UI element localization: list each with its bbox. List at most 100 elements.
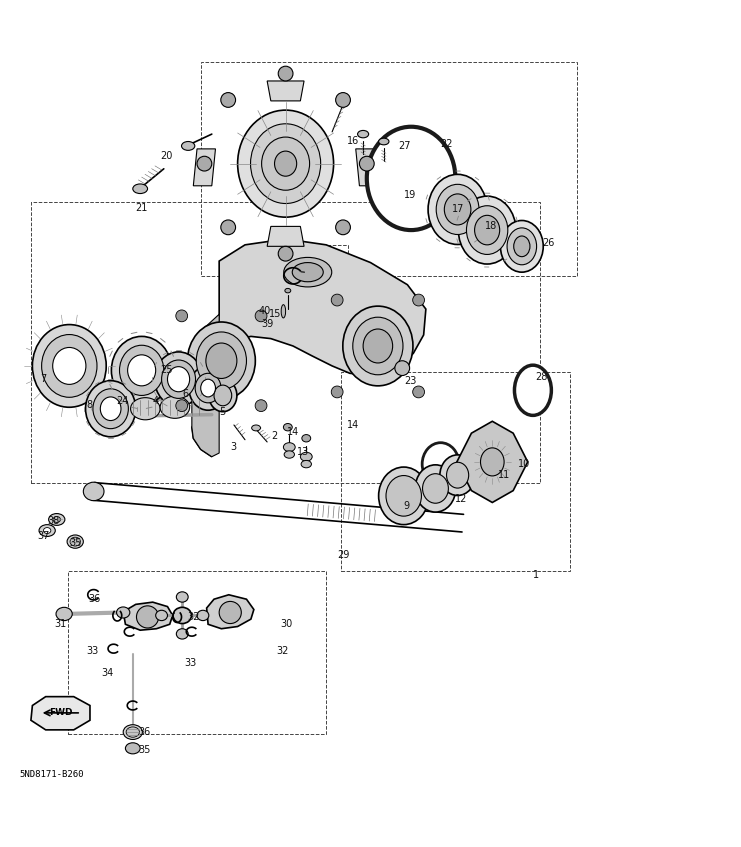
Ellipse shape bbox=[447, 462, 469, 488]
Ellipse shape bbox=[284, 451, 294, 458]
Text: 5: 5 bbox=[219, 407, 225, 417]
Text: 2: 2 bbox=[271, 431, 277, 441]
Circle shape bbox=[255, 400, 267, 412]
Text: 35: 35 bbox=[138, 745, 150, 755]
Bar bbox=[245, 245, 348, 336]
Circle shape bbox=[136, 606, 159, 628]
Circle shape bbox=[219, 601, 242, 623]
Text: 36: 36 bbox=[138, 727, 150, 737]
Text: 35: 35 bbox=[70, 538, 82, 548]
Circle shape bbox=[331, 386, 343, 398]
Ellipse shape bbox=[155, 352, 202, 407]
Ellipse shape bbox=[160, 396, 190, 418]
Text: 6: 6 bbox=[182, 389, 188, 399]
Text: 15: 15 bbox=[269, 309, 281, 319]
Circle shape bbox=[176, 400, 187, 412]
Ellipse shape bbox=[176, 592, 188, 602]
Polygon shape bbox=[457, 421, 528, 502]
Text: 33: 33 bbox=[185, 658, 196, 668]
Ellipse shape bbox=[209, 379, 237, 412]
Ellipse shape bbox=[292, 263, 323, 282]
Ellipse shape bbox=[514, 365, 551, 415]
Text: 18: 18 bbox=[485, 221, 497, 230]
Text: 24: 24 bbox=[116, 396, 129, 407]
Ellipse shape bbox=[358, 130, 369, 138]
Circle shape bbox=[413, 294, 425, 306]
Ellipse shape bbox=[189, 366, 227, 410]
Text: 25: 25 bbox=[160, 365, 173, 375]
Text: 36: 36 bbox=[88, 595, 101, 604]
Text: 12: 12 bbox=[456, 494, 468, 504]
Text: 14: 14 bbox=[287, 428, 299, 437]
Ellipse shape bbox=[301, 461, 311, 468]
Ellipse shape bbox=[445, 194, 471, 225]
Ellipse shape bbox=[173, 607, 191, 623]
Ellipse shape bbox=[201, 379, 216, 397]
Polygon shape bbox=[356, 149, 378, 185]
Text: 38: 38 bbox=[47, 516, 59, 526]
Ellipse shape bbox=[300, 452, 312, 461]
Text: 7: 7 bbox=[41, 374, 47, 385]
Ellipse shape bbox=[133, 184, 147, 194]
Ellipse shape bbox=[379, 467, 429, 524]
Ellipse shape bbox=[214, 385, 232, 406]
Ellipse shape bbox=[85, 380, 136, 437]
Ellipse shape bbox=[156, 611, 167, 621]
Ellipse shape bbox=[386, 475, 422, 516]
Ellipse shape bbox=[262, 137, 310, 191]
Text: 14: 14 bbox=[347, 420, 359, 430]
Circle shape bbox=[278, 246, 293, 261]
Ellipse shape bbox=[283, 424, 292, 431]
Ellipse shape bbox=[187, 322, 256, 400]
Polygon shape bbox=[123, 602, 173, 630]
Text: 1: 1 bbox=[533, 570, 539, 580]
Ellipse shape bbox=[284, 257, 332, 287]
Circle shape bbox=[176, 310, 187, 322]
Text: 32: 32 bbox=[187, 612, 200, 622]
Ellipse shape bbox=[197, 611, 209, 621]
Ellipse shape bbox=[302, 435, 310, 442]
Ellipse shape bbox=[379, 138, 389, 145]
Ellipse shape bbox=[514, 236, 530, 257]
Ellipse shape bbox=[367, 127, 456, 230]
Text: 19: 19 bbox=[404, 190, 416, 200]
Ellipse shape bbox=[83, 482, 104, 501]
Ellipse shape bbox=[195, 374, 221, 403]
Text: 13: 13 bbox=[296, 446, 309, 457]
Text: 20: 20 bbox=[160, 152, 173, 161]
Ellipse shape bbox=[53, 517, 61, 523]
Polygon shape bbox=[207, 595, 254, 628]
Text: 8: 8 bbox=[86, 400, 93, 410]
Circle shape bbox=[336, 220, 350, 235]
Text: 33: 33 bbox=[86, 646, 99, 656]
Ellipse shape bbox=[167, 367, 190, 392]
Circle shape bbox=[336, 92, 350, 108]
Ellipse shape bbox=[480, 448, 504, 476]
Ellipse shape bbox=[49, 513, 65, 525]
Text: 29: 29 bbox=[337, 550, 350, 560]
Ellipse shape bbox=[422, 443, 459, 485]
Circle shape bbox=[331, 294, 343, 306]
Ellipse shape bbox=[53, 347, 86, 385]
Ellipse shape bbox=[111, 336, 172, 404]
Text: 28: 28 bbox=[535, 372, 548, 382]
Ellipse shape bbox=[415, 465, 456, 512]
Ellipse shape bbox=[44, 528, 51, 534]
Ellipse shape bbox=[250, 124, 321, 203]
Circle shape bbox=[197, 156, 212, 171]
Bar bbox=[31, 202, 540, 483]
Polygon shape bbox=[268, 226, 304, 246]
Bar bbox=[68, 571, 326, 734]
Text: 37: 37 bbox=[37, 531, 49, 540]
Ellipse shape bbox=[436, 185, 479, 235]
Text: 31: 31 bbox=[55, 619, 67, 629]
Text: 9: 9 bbox=[404, 501, 410, 512]
Ellipse shape bbox=[176, 628, 188, 639]
Ellipse shape bbox=[474, 215, 499, 245]
Text: 16: 16 bbox=[347, 136, 359, 147]
Circle shape bbox=[221, 220, 236, 235]
Ellipse shape bbox=[363, 329, 393, 363]
Ellipse shape bbox=[70, 537, 80, 546]
Text: 32: 32 bbox=[276, 646, 288, 656]
Circle shape bbox=[395, 361, 410, 375]
